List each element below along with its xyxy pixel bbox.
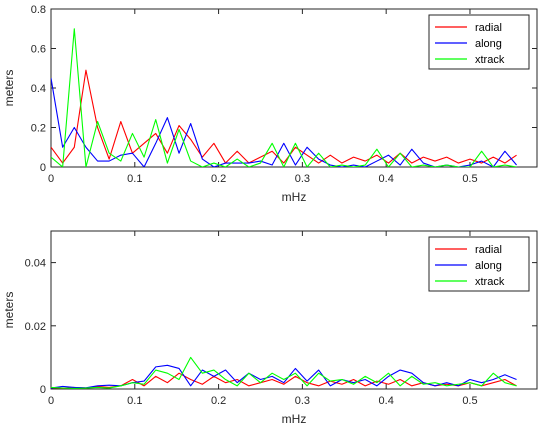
x-tick-label: 0.3 xyxy=(295,173,310,185)
legend-label: xtrack xyxy=(475,54,505,66)
y-tick-label: 0 xyxy=(40,162,46,174)
x-tick-label: 0.5 xyxy=(462,173,477,185)
x-tick-label: 0 xyxy=(48,173,54,185)
y-tick-label: 0.2 xyxy=(31,123,46,135)
y-tick-label: 0.02 xyxy=(25,321,46,333)
legend-box xyxy=(428,236,530,292)
x-tick-label: 0.2 xyxy=(211,173,226,185)
y-tick-label: 0.6 xyxy=(31,44,46,56)
x-tick-label: 0.1 xyxy=(127,173,142,185)
y-tick-label: 0 xyxy=(40,384,46,396)
y-axis-label: meters xyxy=(2,70,16,107)
x-tick-label: 0.2 xyxy=(211,395,226,407)
legend-box xyxy=(428,14,530,70)
legend: radial along xtrack xyxy=(428,14,530,70)
x-tick-label: 0.4 xyxy=(379,395,394,407)
legend-label: radial xyxy=(475,22,502,34)
legend-label: radial xyxy=(475,244,502,256)
series-group xyxy=(51,356,517,389)
legend-label: along xyxy=(475,260,502,272)
x-tick-label: 0.5 xyxy=(462,395,477,407)
series-line-xtrack xyxy=(51,28,517,167)
x-tick-label: 0.4 xyxy=(379,173,394,185)
top-panel: 0 0.1 0.2 0.3 0.4 0.5 0 0.2 0.4 0.6 0.8 mHz meters ra… xyxy=(2,4,538,204)
series-line-xtrack xyxy=(51,356,517,389)
y-tick-label: 0.8 xyxy=(31,4,46,16)
legend-label: along xyxy=(475,38,502,50)
y-axis-label: meters xyxy=(2,292,16,329)
bottom-panel: 0 0.1 0.2 0.3 0.4 0.5 0 0.02 0.04 mHz meters radial… xyxy=(2,230,538,426)
y-tick-label: 0.4 xyxy=(31,83,46,95)
x-tick-label: 0.3 xyxy=(295,395,310,407)
series-group xyxy=(51,28,517,167)
x-axis-label: mHz xyxy=(282,412,307,426)
x-axis-label: mHz xyxy=(282,190,307,204)
y-tick-label: 0.04 xyxy=(25,258,46,270)
x-tick-label: 0 xyxy=(48,395,54,407)
x-tick-label: 0.1 xyxy=(127,395,142,407)
legend-label: xtrack xyxy=(475,276,505,288)
legend: radial along xtrack xyxy=(428,236,530,292)
